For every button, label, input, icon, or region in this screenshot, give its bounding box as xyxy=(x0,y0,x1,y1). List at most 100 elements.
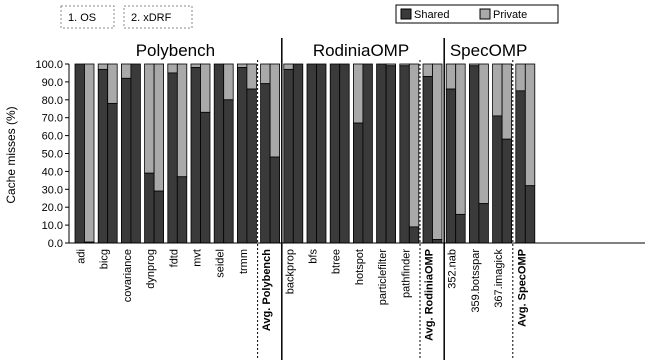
config-legend: 1. OS 2. xDRF xyxy=(60,5,193,29)
bar-private xyxy=(97,63,109,70)
bar-shared xyxy=(362,63,373,244)
bar-shared xyxy=(399,65,410,244)
x-tick-label: trmm xyxy=(238,249,250,274)
bar-shared xyxy=(455,213,466,244)
bar-shared xyxy=(468,65,480,244)
bar-shared xyxy=(283,68,294,244)
x-tick-label: covariance xyxy=(122,249,134,302)
bar-shared xyxy=(176,176,188,244)
legend-swatch-shared xyxy=(400,8,412,20)
bar-private xyxy=(260,63,271,85)
config-box-1 xyxy=(60,5,115,29)
bar-shared xyxy=(316,63,327,244)
bar-shared xyxy=(306,63,317,244)
x-tick-label: 367.imagick xyxy=(493,249,505,308)
bar-shared xyxy=(445,88,457,244)
x-tick-label: fdtd xyxy=(168,249,180,267)
bar-private xyxy=(352,63,364,124)
bar-private xyxy=(121,63,132,79)
x-tick-label: dynprog xyxy=(145,249,157,289)
bar-shared xyxy=(153,190,165,244)
x-tick-label: particlefilter xyxy=(377,249,389,306)
x-tick-label: backprop xyxy=(284,249,296,294)
bar-private xyxy=(455,63,466,215)
series-legend: Shared Private xyxy=(395,4,559,24)
bar-private xyxy=(200,63,211,113)
bar-shared xyxy=(74,63,85,244)
bar-private xyxy=(269,63,281,158)
bar-shared xyxy=(408,226,420,244)
group-title: RodiniaOMP xyxy=(313,41,409,60)
x-tick-label: mvt xyxy=(192,249,204,267)
group-title: SpecOMP xyxy=(450,41,527,60)
legend-frame xyxy=(395,4,559,24)
y-tick-label: 0.0 xyxy=(48,238,63,250)
y-tick-label: 20.0 xyxy=(42,202,63,214)
bar-private xyxy=(176,63,188,178)
y-tick-label: 70.0 xyxy=(42,113,63,125)
legend-label-private: Private xyxy=(493,9,527,21)
bar-private xyxy=(223,63,234,101)
bar-shared xyxy=(501,138,513,244)
y-tick-label: 40.0 xyxy=(42,166,63,178)
bar-shared xyxy=(260,83,271,244)
y-tick-label: 90.0 xyxy=(42,77,63,89)
x-tick-label: bfs xyxy=(308,249,320,264)
config-box-2 xyxy=(123,5,193,29)
bar-private xyxy=(144,63,155,174)
bar-shared xyxy=(236,67,248,244)
bar-shared xyxy=(130,63,141,244)
bar-shared xyxy=(478,203,489,244)
bar-shared xyxy=(213,63,225,244)
y-axis-label: Cache misses (%) xyxy=(4,106,18,203)
bar-shared xyxy=(107,102,118,244)
bar-private xyxy=(524,63,536,187)
bar-shared xyxy=(246,88,257,244)
y-tick-label: 80.0 xyxy=(42,95,63,107)
bar-private xyxy=(283,63,294,70)
bar-shared xyxy=(292,63,304,244)
bar-private xyxy=(84,63,95,243)
bar-shared xyxy=(269,156,281,244)
bar-private xyxy=(153,63,165,192)
bar-private xyxy=(408,63,420,228)
bar-shared xyxy=(524,185,536,244)
bar-private xyxy=(492,63,503,117)
group-title: Polybench xyxy=(136,41,215,60)
bar-private xyxy=(501,63,513,140)
legend-label-shared: Shared xyxy=(414,9,449,21)
y-tick-label: 10.0 xyxy=(42,220,63,232)
config-label-1: 1. OS xyxy=(68,12,96,24)
x-tick-label: 359.botsspar xyxy=(470,249,482,313)
bar-private xyxy=(445,63,457,90)
bar-private xyxy=(190,63,201,68)
bar-private xyxy=(107,63,118,104)
bar-shared xyxy=(339,63,350,244)
x-tick-label: bicg xyxy=(99,249,111,269)
bar-private xyxy=(167,63,178,74)
bar-private xyxy=(432,63,443,240)
plot-area: 0.0 10.0 20.0 30.0 40.0 50.0 60.0 70.0 80.0 90.0 1… xyxy=(35,38,645,360)
y-tick-label: 50.0 xyxy=(42,149,63,161)
bar-private xyxy=(478,63,489,205)
y-tick-label: 60.0 xyxy=(42,131,63,143)
bar-shared xyxy=(200,111,211,244)
x-tick-label: pathfinder xyxy=(400,249,412,298)
bar-shared xyxy=(121,77,132,244)
x-tick-label: Avg. SpecOMP xyxy=(516,249,528,327)
bar-shared xyxy=(223,99,234,244)
x-tick-label: adi xyxy=(76,249,88,264)
y-tick-label: 100.0 xyxy=(35,59,63,71)
config-label-2: 2. xDRF xyxy=(131,12,172,24)
bar-shared xyxy=(422,76,433,244)
bar-private xyxy=(515,63,526,92)
bar-private xyxy=(246,63,257,90)
bar-private xyxy=(236,63,248,68)
y-tick-label: 30.0 xyxy=(42,184,63,196)
bar-shared xyxy=(432,239,443,244)
x-tick-label: seidel xyxy=(215,249,227,278)
bar-shared xyxy=(492,115,503,244)
legend-swatch-private xyxy=(479,8,491,20)
bar-shared xyxy=(144,172,155,244)
